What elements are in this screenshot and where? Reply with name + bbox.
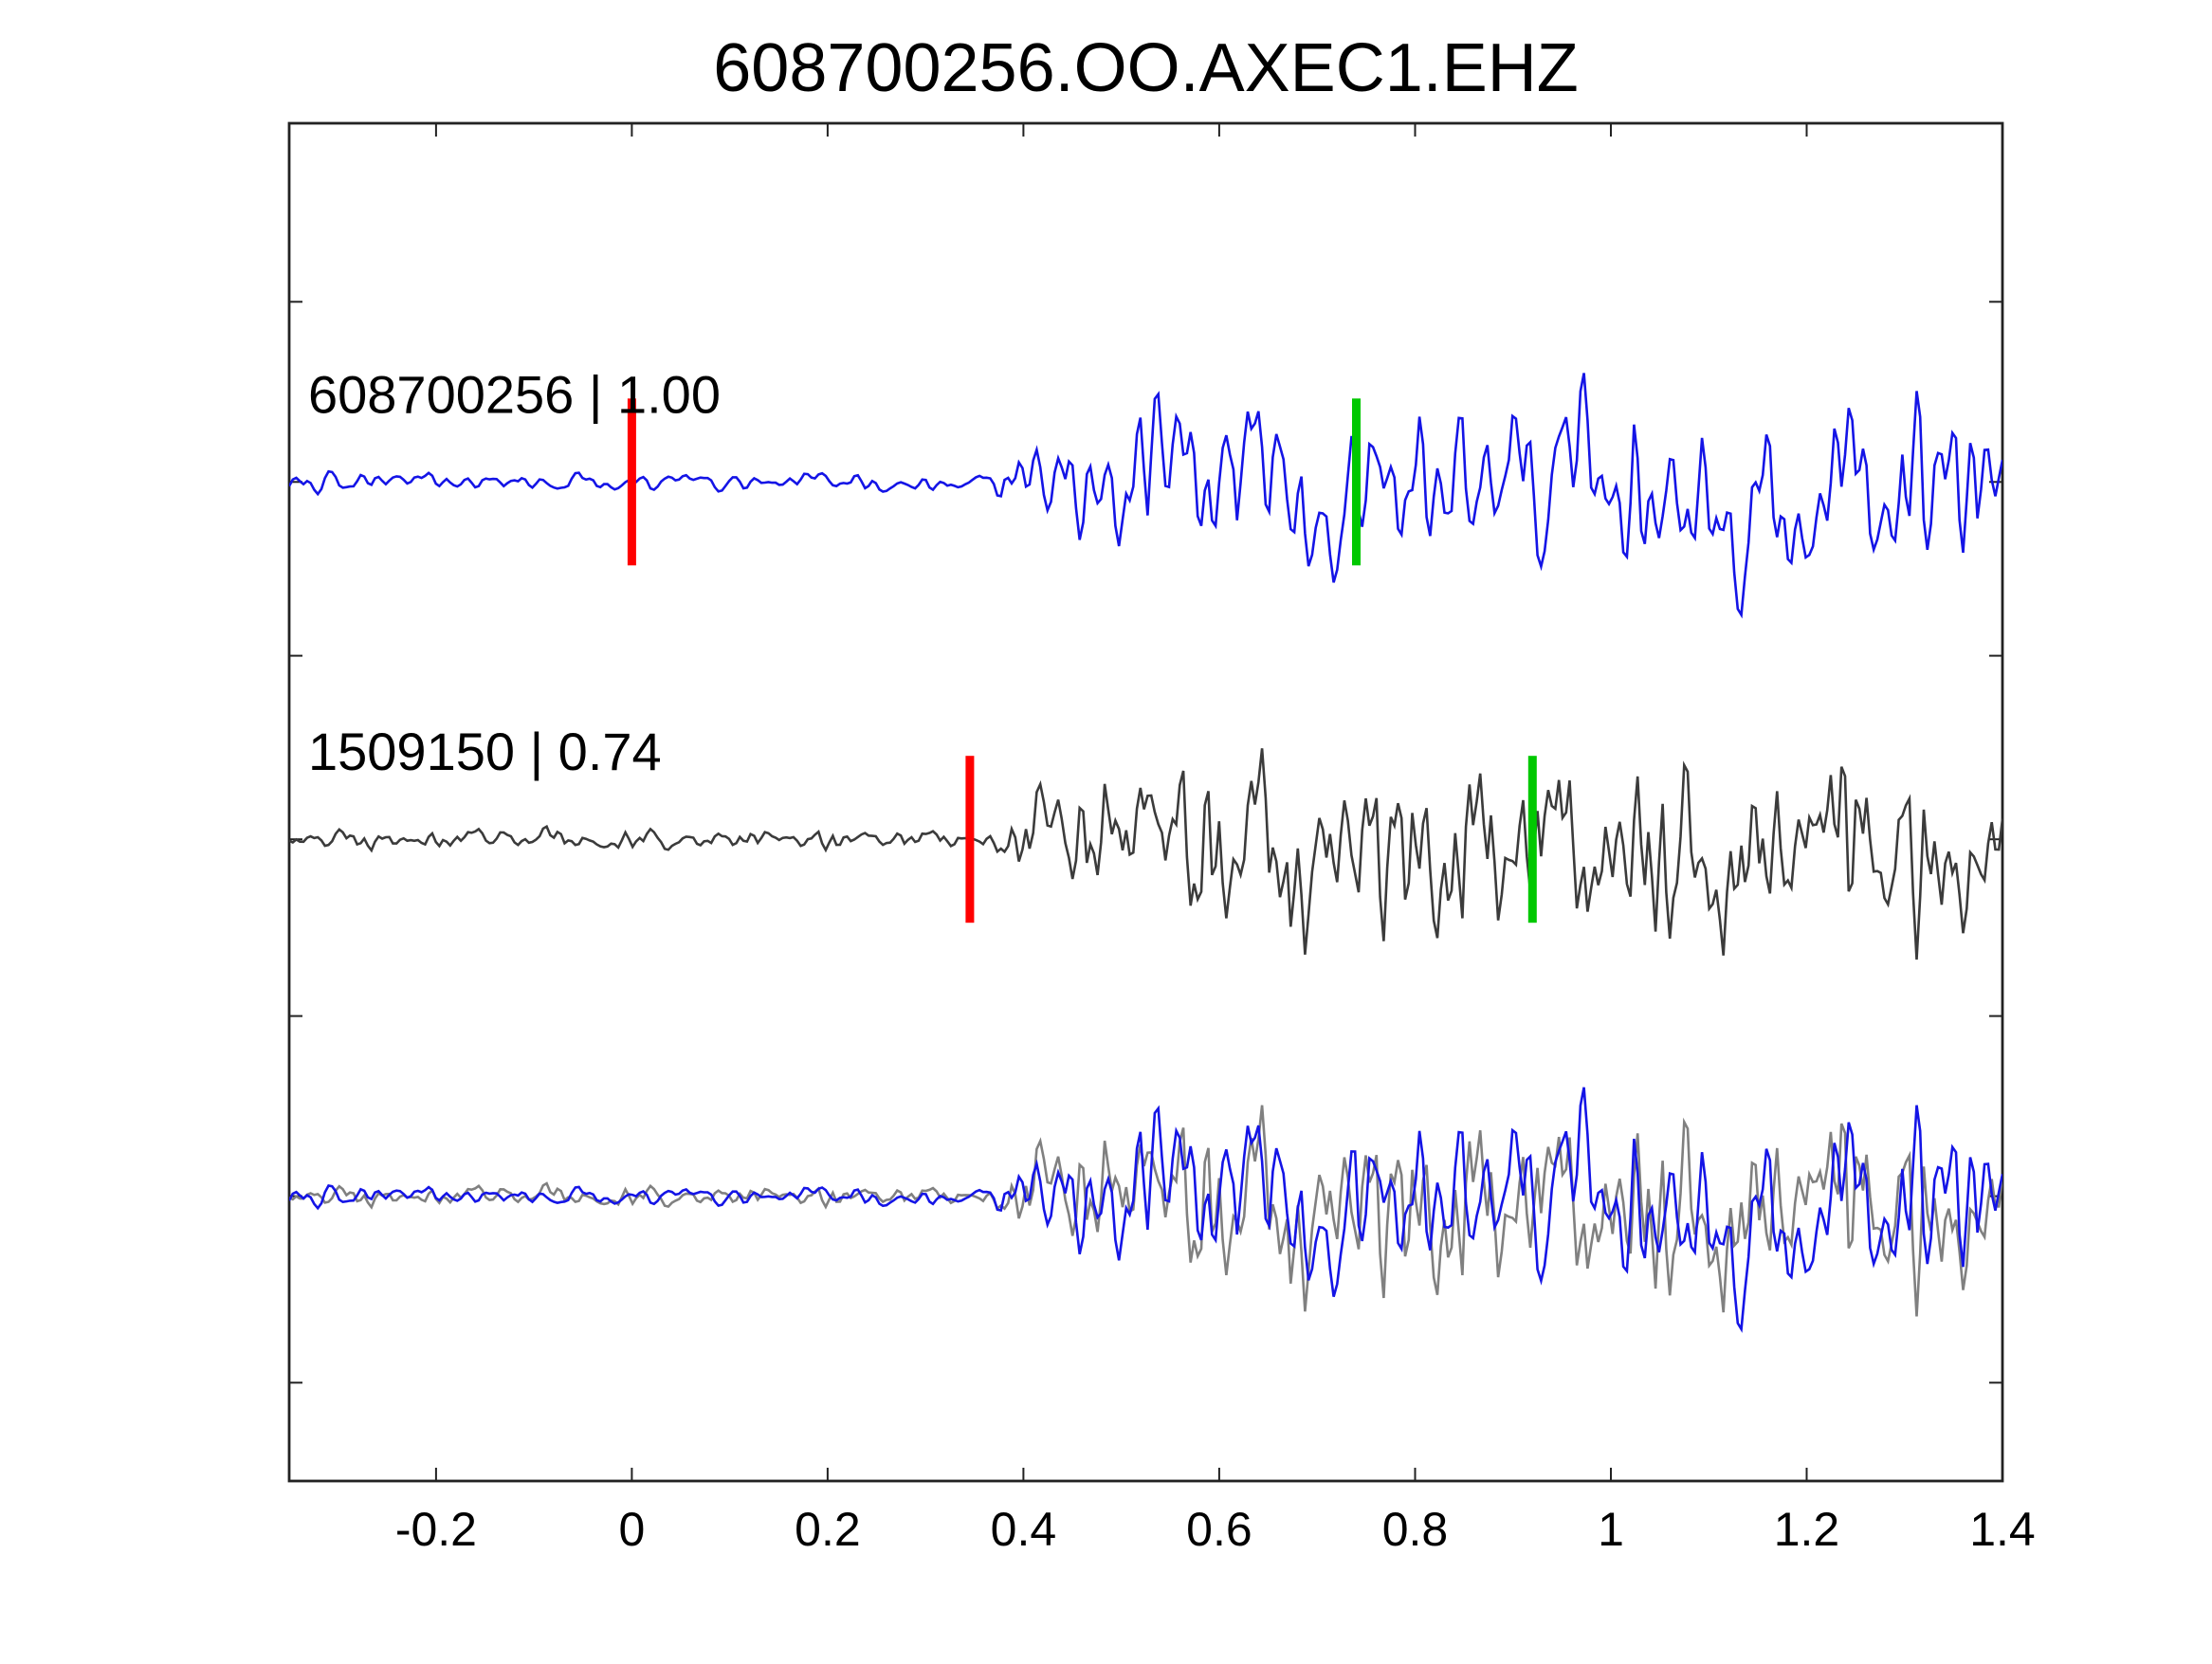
svg-text:0.6: 0.6 — [1186, 1503, 1252, 1556]
svg-text:1509150 | 0.74: 1509150 | 0.74 — [308, 722, 662, 781]
svg-text:0.2: 0.2 — [795, 1503, 861, 1556]
svg-text:0.4: 0.4 — [991, 1503, 1057, 1556]
svg-text:608700256.OO.AXEC1.EHZ: 608700256.OO.AXEC1.EHZ — [713, 30, 1579, 106]
svg-text:0: 0 — [618, 1503, 645, 1556]
svg-text:-0.2: -0.2 — [395, 1503, 477, 1556]
svg-text:1: 1 — [1598, 1503, 1624, 1556]
svg-text:608700256 | 1.00: 608700256 | 1.00 — [308, 364, 721, 424]
svg-text:1.2: 1.2 — [1774, 1503, 1840, 1556]
svg-text:1.4: 1.4 — [1969, 1503, 2036, 1556]
svg-text:0.8: 0.8 — [1382, 1503, 1449, 1556]
